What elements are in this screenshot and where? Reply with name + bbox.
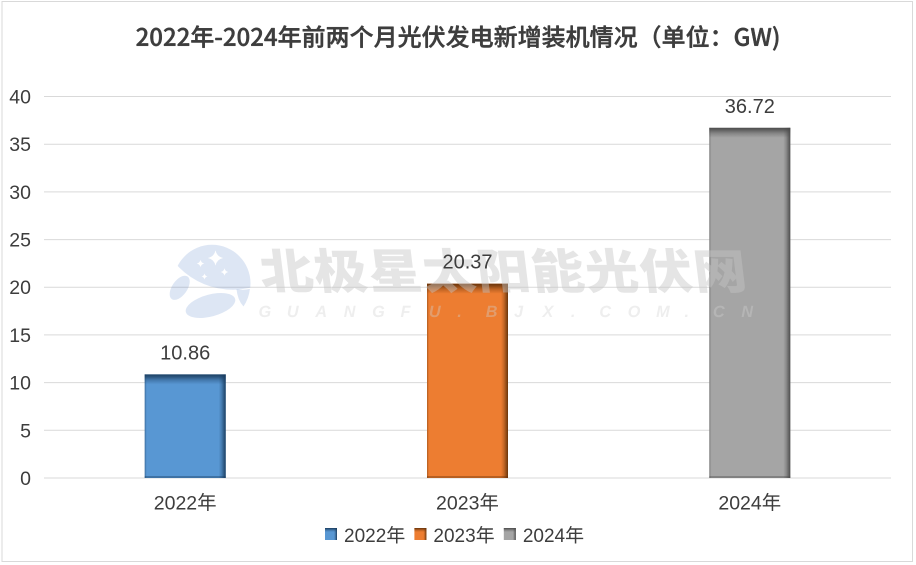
svg-text:0: 0 — [20, 468, 31, 490]
svg-text:36.72: 36.72 — [725, 96, 775, 118]
svg-text:10: 10 — [9, 373, 31, 395]
svg-text:40: 40 — [9, 87, 31, 109]
svg-text:25: 25 — [9, 230, 31, 252]
svg-text:20: 20 — [9, 277, 31, 299]
svg-text:2023: 2023 — [436, 492, 479, 514]
svg-text:30: 30 — [9, 182, 31, 204]
svg-text:2024: 2024 — [718, 492, 762, 514]
svg-text:15: 15 — [9, 325, 31, 347]
svg-text:2022: 2022 — [344, 526, 386, 547]
svg-text:2023: 2023 — [433, 526, 475, 547]
svg-text:2022: 2022 — [154, 492, 197, 514]
svg-text:2024: 2024 — [523, 526, 566, 547]
svg-text:20.37: 20.37 — [442, 252, 492, 274]
svg-text:10.86: 10.86 — [160, 342, 210, 364]
svg-text:5: 5 — [20, 420, 31, 442]
svg-text:35: 35 — [9, 134, 31, 156]
